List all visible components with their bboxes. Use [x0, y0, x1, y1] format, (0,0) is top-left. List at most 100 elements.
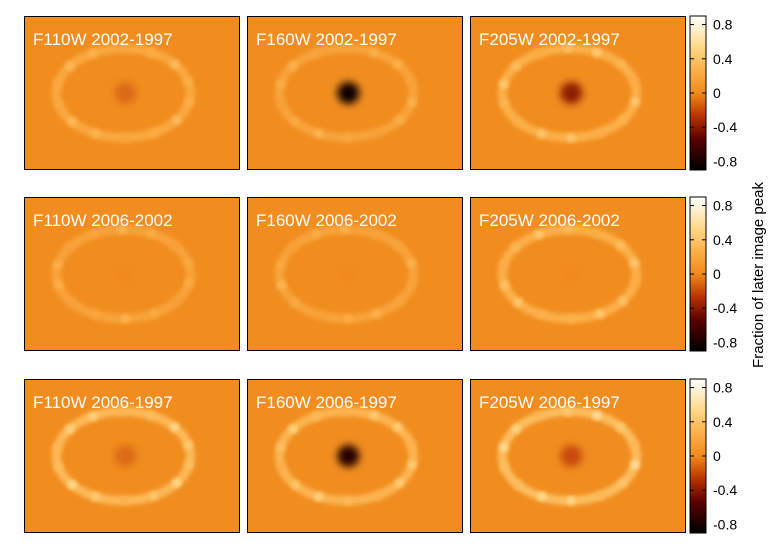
- colorbar-tick-label: 0.8: [713, 198, 733, 214]
- ring-hotspot: [172, 115, 182, 125]
- ring-hotspot: [53, 99, 63, 109]
- ring-hotspot: [65, 61, 75, 71]
- ring-hotspot: [340, 224, 350, 234]
- panel-5: F160W 2006-2002: [247, 197, 463, 351]
- ring-hotspot: [629, 77, 639, 87]
- ring-hotspot: [184, 460, 194, 470]
- panel-label: F160W 2006-2002: [256, 211, 397, 230]
- ring-hotspot: [288, 61, 298, 71]
- panel-9: F205W 2006-1997: [470, 379, 686, 533]
- ring-hotspot: [534, 48, 544, 58]
- ring-hotspot: [616, 422, 626, 432]
- ring-hotspot: [369, 410, 379, 420]
- ring-hotspot: [534, 411, 544, 421]
- ring-hotspot: [149, 309, 159, 319]
- colorbar-label: Fraction of later image peak: [750, 182, 767, 368]
- colorbar-3: 0.8 0.4 0 -0.4 -0.8: [689, 378, 737, 534]
- ring-hotspot: [592, 47, 602, 57]
- ring-hotspot: [276, 462, 286, 472]
- panel-8: F160W 2006-1997: [247, 379, 463, 533]
- ring-hotspot: [183, 258, 193, 268]
- panel-frame: [24, 379, 240, 533]
- ring-hotspot: [117, 43, 127, 53]
- ring-hotspot: [369, 228, 379, 238]
- colorbar-tick-label: 0: [713, 448, 721, 464]
- panel-1: F110W 2002-1997: [24, 16, 240, 170]
- colorbar-1: 0.8 0.4 0 -0.4 -0.8: [689, 15, 737, 171]
- ring-hotspot: [88, 411, 98, 421]
- colorbar-tick-label: -0.4: [713, 482, 737, 498]
- ring-hotspot: [170, 59, 180, 69]
- ring-hotspot: [170, 422, 180, 432]
- ring-hotspot: [595, 309, 605, 319]
- ring-hotspot: [314, 129, 324, 139]
- ring-hotspot: [288, 242, 298, 252]
- ring-hotspot: [630, 460, 640, 470]
- ring-hotspot: [513, 117, 523, 127]
- center-ejecta: [337, 82, 360, 104]
- ring-hotspot: [343, 133, 353, 143]
- ring-hotspot: [183, 77, 193, 87]
- ring-hotspot: [499, 260, 509, 270]
- ring-hotspot: [65, 242, 75, 252]
- ring-hotspot: [120, 133, 130, 143]
- colorbar-tick-label: -0.8: [713, 334, 737, 350]
- colorbar-tick-label: -0.8: [713, 153, 737, 169]
- panel-label: F205W 2002-1997: [479, 30, 620, 49]
- ring-hotspot: [91, 492, 101, 502]
- ring-hotspot: [88, 229, 98, 239]
- ring-hotspot: [395, 478, 405, 488]
- ring-hotspot: [311, 48, 321, 58]
- ring-hotspot: [393, 59, 403, 69]
- panel-3: F205W 2002-1997: [470, 16, 686, 170]
- ring-hotspot: [618, 478, 628, 488]
- panel-label: F160W 2006-1997: [256, 393, 397, 412]
- ring-hotspot: [563, 43, 573, 53]
- ring-hotspot: [629, 440, 639, 450]
- ring-hotspot: [372, 128, 382, 138]
- colorbar-group: 0.8 0.4 0 -0.4 -0.8 0.8 0.4 0 -0.4 -0.8 0.8 0.4 0 -0.…: [689, 15, 737, 534]
- ring-hotspot: [183, 440, 193, 450]
- colorbar-tick-label: -0.4: [713, 300, 737, 316]
- ring-hotspot: [343, 314, 353, 324]
- ring-hotspot: [534, 229, 544, 239]
- colorbar-2: 0.8 0.4 0 -0.4 -0.8: [689, 196, 737, 352]
- center-ejecta: [560, 263, 583, 285]
- panel-frame: [247, 197, 463, 351]
- ring-hotspot: [630, 97, 640, 107]
- ring-hotspot: [511, 61, 521, 71]
- ring-hotspot: [53, 79, 63, 89]
- panel-label: F205W 2006-2002: [479, 211, 620, 230]
- ring-hotspot: [406, 440, 416, 450]
- ring-hotspot: [91, 129, 101, 139]
- ring-hotspot: [184, 97, 194, 107]
- colorbar-tick-label: 0.4: [713, 232, 733, 248]
- ring-hotspot: [184, 278, 194, 288]
- center-ejecta: [114, 263, 137, 285]
- ring-hotspot: [618, 115, 628, 125]
- ring-hotspot: [67, 117, 77, 127]
- ring-hotspot: [595, 491, 605, 501]
- ring-hotspot: [67, 480, 77, 490]
- ring-hotspot: [395, 115, 405, 125]
- ring-hotspot: [407, 278, 417, 288]
- center-ejecta: [560, 445, 583, 467]
- ring-hotspot: [566, 133, 576, 143]
- ring-hotspot: [563, 224, 573, 234]
- ring-hotspot: [618, 296, 628, 306]
- ring-hotspot: [146, 47, 156, 57]
- ring-hotspot: [369, 47, 379, 57]
- colorbar-tick-label: 0.4: [713, 51, 733, 67]
- ring-hotspot: [340, 406, 350, 416]
- ring-hotspot: [276, 79, 286, 89]
- ring-hotspot: [566, 496, 576, 506]
- ring-hotspot: [170, 240, 180, 250]
- center-ejecta: [337, 445, 360, 467]
- ring-hotspot: [117, 406, 127, 416]
- panel-2: F160W 2002-1997: [247, 16, 463, 170]
- ring-hotspot: [340, 43, 350, 53]
- panel-4: F110W 2006-2002: [24, 197, 240, 351]
- ring-hotspot: [537, 129, 547, 139]
- ring-hotspot: [393, 422, 403, 432]
- ring-hotspot: [146, 228, 156, 238]
